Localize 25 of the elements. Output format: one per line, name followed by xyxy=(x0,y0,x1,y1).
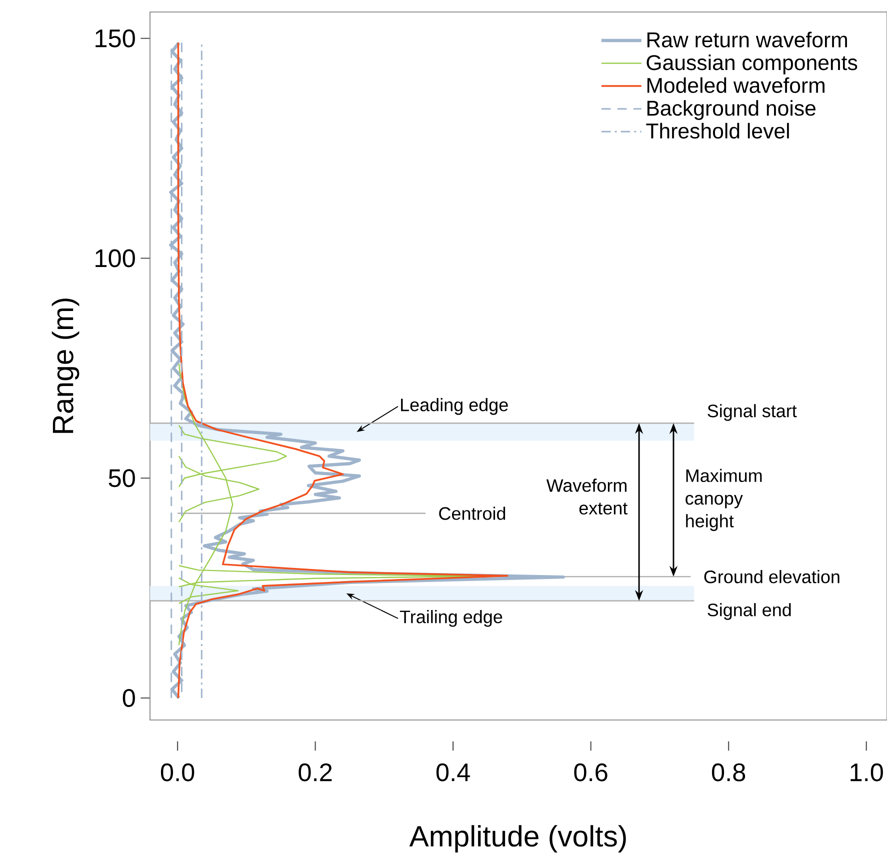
x-tick-label: 0.8 xyxy=(712,763,746,782)
legend-label: Background noise xyxy=(647,100,816,120)
band-label: Leading edge xyxy=(401,398,508,415)
x-axis-title: Amplitude (volts) xyxy=(409,825,626,852)
annotation: Waveform extent xyxy=(546,478,628,515)
ref-line-label: Ground elevation xyxy=(704,570,840,584)
y-tick-label: 150 xyxy=(96,29,135,48)
band-label: Trailing edge xyxy=(400,610,502,627)
legend-label: Gaussian components xyxy=(646,54,858,74)
y-tick-label: 100 xyxy=(96,249,135,268)
x-tick-label: 1.0 xyxy=(850,763,883,782)
y-tick-label: 50 xyxy=(108,469,135,488)
legend-label: Modeled waveform xyxy=(647,77,824,93)
x-tick-label: 0.2 xyxy=(298,763,332,782)
x-tick-label: 0.4 xyxy=(436,763,470,782)
legend-label: Threshold level xyxy=(646,122,789,139)
annotation: Maximum canopy height xyxy=(686,468,762,531)
x-tick-label: 0.0 xyxy=(160,763,194,782)
ref-line-label: Signal start xyxy=(708,404,797,421)
ref-line-label: Signal end xyxy=(708,603,791,620)
ref-line-label: Centroid xyxy=(439,506,506,520)
y-tick-label: 0 xyxy=(122,689,135,707)
x-tick-label: 0.6 xyxy=(574,763,608,782)
y-axis-title: Range (m) xyxy=(52,298,80,433)
legend-label: Raw return waveform xyxy=(647,32,847,48)
